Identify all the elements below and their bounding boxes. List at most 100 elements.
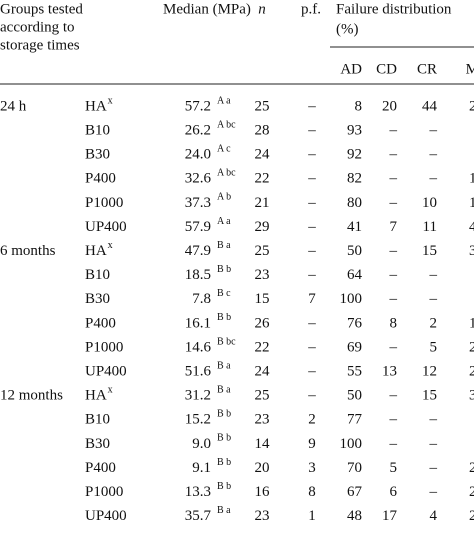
failure-cell: 26: [469, 339, 474, 355]
header-text: storage times: [0, 37, 80, 53]
median-superscript: A b: [217, 192, 231, 203]
pf-cell: –: [307, 219, 316, 235]
header-text: Median (MPa): [163, 1, 251, 17]
failure-cell: –: [389, 267, 398, 283]
row-name: P400: [85, 315, 116, 331]
median-cell: 26.2: [185, 123, 211, 139]
pf-cell: –: [307, 243, 316, 259]
failure-cell: –: [429, 484, 438, 500]
failure-cell: 80: [347, 195, 362, 211]
median-cell: 14.6: [185, 339, 212, 355]
header-text: (%): [336, 21, 359, 37]
median-cell: 15.2: [185, 412, 211, 428]
name-superscript: x: [108, 95, 113, 106]
median-superscript: A a: [217, 95, 231, 106]
row-name: P1000: [85, 195, 123, 211]
median-cell: 37.3: [185, 195, 211, 211]
failure-cell: 93: [347, 123, 362, 139]
median-superscript: B b: [217, 481, 231, 492]
failure-cell: 15: [422, 243, 437, 259]
row-name: P1000: [85, 339, 123, 355]
n-cell: 24: [255, 364, 271, 380]
failure-cell: 7: [390, 219, 398, 235]
header-text: p.f.: [301, 1, 321, 17]
failure-cell: 13: [382, 364, 397, 380]
n-cell: 22: [255, 339, 270, 355]
median-superscript: B b: [217, 264, 231, 275]
failure-cell: –: [429, 436, 438, 452]
failure-cell: –: [429, 267, 438, 283]
failure-cell: –: [389, 123, 398, 139]
row-name: B10: [85, 267, 110, 283]
median-superscript: B a: [217, 384, 231, 395]
failure-cell: 41: [469, 219, 474, 235]
row-name: P1000: [85, 484, 123, 500]
failure-cell: –: [389, 339, 398, 355]
name-superscript: x: [108, 384, 113, 395]
failure-cell: 76: [347, 315, 363, 331]
median-superscript: B a: [217, 240, 231, 251]
failure-cell: 6: [390, 484, 398, 500]
failure-cell: –: [429, 147, 438, 163]
failure-cell: 92: [347, 147, 362, 163]
n-cell: 24: [255, 147, 271, 163]
failure-cell: 2: [430, 315, 438, 331]
median-superscript: B c: [217, 288, 231, 299]
pf-cell: 8: [308, 484, 316, 500]
failure-cell: 100: [340, 291, 363, 307]
failure-cell: 18: [469, 171, 474, 187]
median-cell: 47.9: [185, 243, 211, 259]
row-name: B30: [85, 291, 110, 307]
pf-cell: –: [307, 364, 316, 380]
failure-cell: 15: [422, 388, 437, 404]
failure-cell: 77: [347, 412, 363, 428]
median-cell: 24.0: [185, 147, 211, 163]
pf-cell: –: [307, 195, 316, 211]
median-superscript: B a: [217, 505, 231, 516]
pf-cell: –: [307, 315, 316, 331]
pf-cell: 9: [308, 436, 316, 452]
failure-cell: 55: [347, 364, 362, 380]
failure-cell: 5: [430, 339, 438, 355]
failure-cell: –: [389, 291, 398, 307]
failure-cell: 64: [347, 267, 363, 283]
failure-cell: 44: [422, 98, 438, 114]
n-cell: 23: [255, 508, 270, 524]
median-cell: 16.1: [185, 315, 211, 331]
median-superscript: A bc: [217, 168, 236, 179]
failure-cell: 12: [422, 364, 437, 380]
failure-cell: –: [389, 388, 398, 404]
failure-cell: 27: [469, 484, 474, 500]
n-cell: 20: [255, 460, 270, 476]
failure-cell: –: [389, 412, 398, 428]
failure-cell: 82: [347, 171, 362, 187]
failure-cell: –: [429, 291, 438, 307]
failure-cell: –: [389, 171, 398, 187]
median-cell: 32.6: [185, 171, 212, 187]
failure-cell: 28: [469, 98, 474, 114]
median-superscript: A a: [217, 216, 231, 227]
median-superscript: B bc: [217, 336, 236, 347]
failure-cell: –: [429, 460, 438, 476]
failure-cell: –: [389, 195, 398, 211]
failure-cell: –: [389, 147, 398, 163]
median-cell: 7.8: [192, 291, 211, 307]
row-name: HA: [85, 243, 107, 259]
failure-cell: 35: [469, 243, 474, 259]
median-superscript: B b: [217, 409, 231, 420]
failure-cell: 48: [347, 508, 362, 524]
column-header: CR: [417, 61, 437, 77]
pf-cell: 7: [308, 291, 316, 307]
failure-cell: –: [429, 412, 438, 428]
failure-cell: 41: [347, 219, 362, 235]
median-superscript: A bc: [217, 119, 236, 130]
n-cell: 16: [255, 484, 271, 500]
group-label: 24 h: [0, 98, 27, 114]
n-cell: 29: [255, 219, 270, 235]
failure-cell: 17: [382, 508, 398, 524]
median-superscript: A c: [217, 143, 231, 154]
header-text: Groups tested: [0, 1, 83, 17]
pf-cell: 2: [308, 412, 316, 428]
failure-cell: 8: [355, 98, 363, 114]
failure-cell: 35: [469, 388, 474, 404]
